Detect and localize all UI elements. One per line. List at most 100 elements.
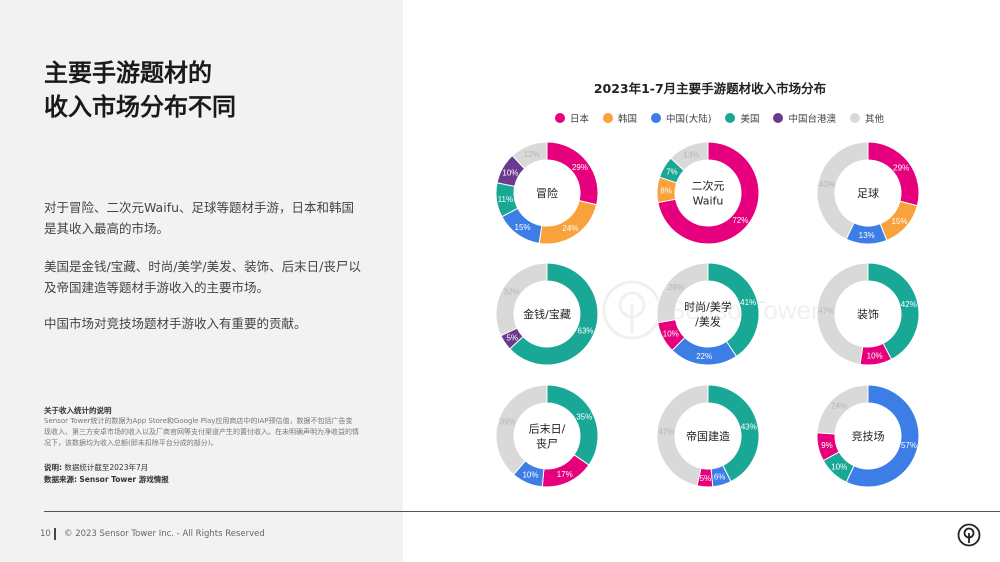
- slice-label: 43%: [741, 422, 757, 431]
- slice-label: 39%: [500, 417, 516, 426]
- slice-label: 47%: [658, 427, 674, 436]
- note-label-1: 说明:: [44, 463, 62, 472]
- donut-slice: [816, 141, 869, 240]
- donut-slice: [656, 262, 709, 324]
- legend-label: 中国台港澳: [788, 114, 836, 125]
- legend-item: 美国: [725, 110, 759, 126]
- legend-item: 中国台港澳: [773, 110, 836, 126]
- page-number: 10: [40, 529, 51, 539]
- note-line-2: 数据来源: Sensor Tower 游戏情报: [44, 474, 169, 485]
- slice-label: 8%: [660, 186, 672, 195]
- slice-label: 10%: [867, 351, 883, 360]
- chart-title: 2023年1-7月主要手游题材收入市场分布: [593, 81, 827, 96]
- page-title-line-2: 收入市场分布不同: [44, 93, 236, 121]
- donut-center-label: 二次元: [692, 179, 725, 193]
- donut-slice: [509, 262, 599, 366]
- slice-label: 42%: [901, 300, 917, 309]
- legend-label: 韩国: [618, 114, 638, 125]
- legend-label: 其他: [864, 114, 884, 125]
- note-heading: 关于收入统计的说明: [44, 406, 112, 415]
- donut-center-label: 后末日/: [529, 422, 566, 436]
- donut-chart: 63% 5% 32% 金钱/宝藏: [495, 262, 599, 366]
- slice-label: 7%: [666, 168, 678, 177]
- donut-slice: [845, 384, 920, 488]
- note-text: Sensor Tower统计的数据为App Store和Google Play应…: [44, 417, 359, 447]
- slice-label: 10%: [831, 463, 847, 472]
- legend-label: 中国(大陆): [666, 114, 712, 125]
- legend-item: 韩国: [603, 110, 637, 126]
- note-value-1: 数据统计截至2023年7月: [64, 463, 149, 472]
- note-line-1: 说明: 数据统计截至2023年7月: [44, 462, 148, 473]
- donut-center-label: 丧尸: [536, 438, 558, 451]
- legend-swatch: [725, 113, 736, 123]
- slice-label: 10%: [522, 471, 538, 480]
- legend-swatch: [555, 113, 565, 123]
- slice-label: 15%: [891, 217, 907, 226]
- donut-slice: [495, 262, 548, 337]
- donut-chart: 43% 6%5% 47% 帝国建造: [656, 384, 760, 488]
- donut-slice: [538, 200, 598, 245]
- slice-label: 29%: [893, 163, 909, 172]
- slice-label: 17%: [557, 470, 573, 479]
- slice-label: 29%: [572, 163, 588, 172]
- donut-center-label: /美发: [695, 315, 721, 329]
- slice-label: 72%: [732, 216, 748, 225]
- donut-slice: [495, 384, 548, 476]
- legend-item: 其他: [849, 110, 884, 126]
- donut-slice: [670, 141, 709, 172]
- paragraph-3: 中国市场对竞技场题材手游收入有重要的贡献。: [44, 316, 307, 331]
- slice-label: 63%: [578, 327, 594, 336]
- slice-label: 57%: [901, 441, 917, 450]
- slice-label: 13%: [859, 231, 875, 240]
- slice-label: 22%: [696, 352, 712, 361]
- slice-label: 41%: [740, 298, 756, 307]
- note-value-2: Sensor Tower 游戏情报: [79, 475, 169, 484]
- legend-swatch: [849, 113, 860, 123]
- legend-item: 日本: [555, 110, 589, 126]
- donut-chart: 57% 10% 9% 24% 竞技场: [816, 384, 920, 488]
- slice-label: 5%: [700, 474, 712, 483]
- donut-chart: 42% 10% 47% 装饰: [816, 262, 920, 366]
- donut-center-label: 竞技场: [852, 429, 885, 443]
- donut-slice: [657, 141, 760, 245]
- left-panel: [0, 0, 403, 562]
- donut-slice: [511, 141, 548, 170]
- copyright: © 2023 Sensor Tower Inc. - All Rights Re…: [64, 529, 265, 539]
- slice-label: 47%: [818, 307, 834, 316]
- note-label-2: 数据来源:: [44, 475, 77, 484]
- donut-chart: 35% 17% 10% 39% 后末日/丧尸: [495, 384, 599, 488]
- page-title: 主要手游题材的 收入市场分布不同: [44, 56, 384, 124]
- slice-label: 10%: [663, 329, 679, 338]
- donut-chart: 41% 22% 10% 28%时尚/美学/美发: [656, 262, 760, 366]
- donut-slice: [816, 384, 869, 435]
- donut-chart: 29% 15% 13% 43% 足球: [816, 141, 920, 245]
- slice-label: 43%: [819, 180, 835, 189]
- donut-chart: 29% 24% 15% 11% 10% 12% 冒险: [495, 141, 599, 245]
- donut-chart: 72% 8% 7% 13% 二次元 Waifu: [656, 141, 760, 245]
- slice-label: 32%: [504, 287, 520, 296]
- slice-label: 24%: [831, 401, 847, 410]
- slice-label: 6%: [714, 472, 726, 481]
- sensor-tower-logo-icon: [957, 523, 981, 547]
- donut-slice: [816, 262, 869, 365]
- donut-center-label: 装饰: [857, 307, 879, 321]
- slice-label: 15%: [515, 223, 531, 232]
- legend-swatch: [603, 113, 614, 123]
- paragraph-1: 对于冒险、二次元Waifu、足球等题材手游，日本和韩国是其收入最高的市场。: [44, 200, 355, 236]
- footer-divider: [44, 511, 1000, 512]
- chart-legend: 日本 韩国 中国(大陆) 美国 中国台港澳 其他: [555, 110, 884, 126]
- slice-label: 28%: [668, 283, 684, 292]
- donut-center-label: 冒险: [536, 186, 558, 200]
- slice-label: 12%: [524, 150, 540, 159]
- slice-label: 13%: [683, 150, 699, 159]
- legend-swatch: [651, 113, 662, 123]
- donut-center-label: 金钱/宝藏: [523, 307, 571, 321]
- slice-label: 10%: [502, 168, 518, 177]
- slice-label: 24%: [562, 224, 578, 233]
- donut-center-label: 帝国建造: [686, 429, 730, 443]
- legend-label: 美国: [740, 114, 760, 125]
- legend-swatch: [773, 113, 784, 123]
- donut-center-label: Waifu: [693, 195, 724, 208]
- paragraph-2: 美国是金钱/宝藏、时尚/美学/美发、装饰、后末日/丧尸以及帝国建造等题材手游收入…: [44, 259, 361, 295]
